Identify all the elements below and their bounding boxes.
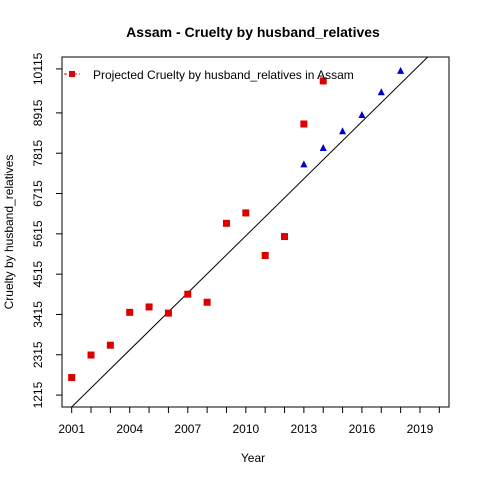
y-tick-label-2315: 2315 [31,341,45,368]
point-square-2002 [87,351,95,359]
x-tick-label-2001: 2001 [58,422,85,436]
point-triangle-2017 [377,88,385,96]
point-square-2010 [242,209,250,217]
point-square-2006 [164,309,172,317]
x-tick-label-2007: 2007 [174,422,201,436]
point-triangle-2013 [300,160,308,168]
y-axis: 1215 2315 3415 4515 5615 6715 7815 8915 10115 [31,52,62,408]
point-square-2001 [68,374,76,382]
point-square-2005 [145,303,153,311]
point-square-2007 [184,290,192,298]
x-tick-label-2013: 2013 [291,422,318,436]
x-tick-label-2010: 2010 [232,422,259,436]
y-tick-label-5615: 5615 [31,220,45,247]
point-square-2008 [203,298,211,306]
x-axis: 2001 2004 2007 2010 2013 2016 2019 [58,407,440,436]
y-tick-label-7815: 7815 [31,140,45,167]
data-points-group [68,66,405,382]
chart-title: Assam - Cruelty by husband_relatives [126,24,380,40]
point-triangle-2016 [358,110,366,118]
trend-line [71,56,429,408]
trend-line-group [71,56,429,408]
point-square-2004 [126,308,134,316]
y-tick-label-10115: 10115 [31,52,45,85]
y-tick-label-6715: 6715 [31,180,45,207]
point-square-2012 [281,233,289,241]
y-axis-label: Cruelty by husband_relatives [2,155,16,310]
point-square-2013 [300,120,308,128]
y-tick-label-3415: 3415 [31,301,45,328]
x-axis-label: Year [241,451,265,465]
point-square-2014 [319,77,327,85]
x-tick-label-2019: 2019 [407,422,434,436]
x-tick-label-2004: 2004 [116,422,143,436]
x-tick-label-2016: 2016 [349,422,376,436]
y-tick-label-4515: 4515 [31,260,45,287]
point-triangle-2015 [339,127,347,135]
legend-marker [69,71,75,77]
point-square-2009 [222,219,230,227]
point-square-2011 [261,251,269,259]
point-triangle-2018 [397,66,405,74]
y-tick-label-1215: 1215 [31,381,45,408]
y-tick-label-8915: 8915 [31,99,45,126]
point-triangle-2014 [319,144,327,151]
plot-frame [61,56,450,408]
legend-label: Projected Cruelty by husband_relatives i… [93,68,354,82]
point-square-2003 [106,341,114,349]
legend: Projected Cruelty by husband_relatives i… [64,68,354,82]
